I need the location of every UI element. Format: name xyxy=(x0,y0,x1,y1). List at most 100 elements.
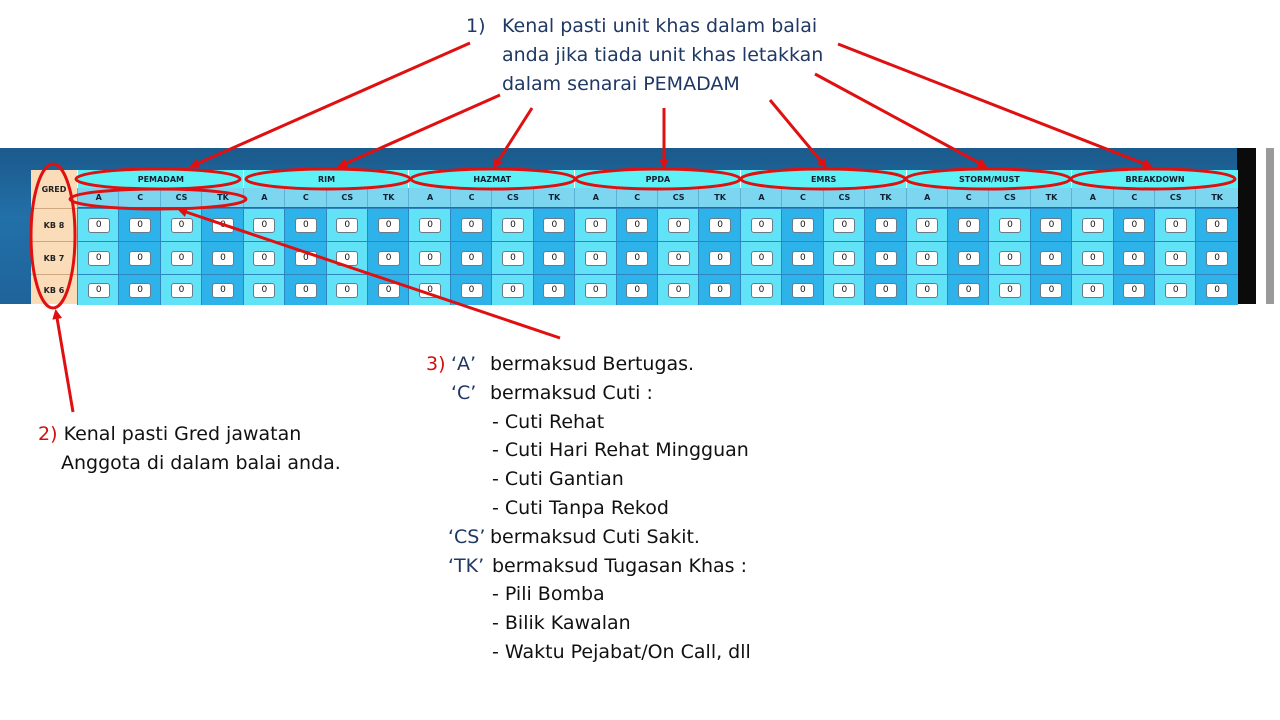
count-input[interactable]: 0 xyxy=(709,218,732,233)
grid-cell: 0 xyxy=(698,274,741,305)
count-input[interactable]: 0 xyxy=(750,218,773,233)
count-input[interactable]: 0 xyxy=(584,251,607,266)
subcol-header-cs: CS xyxy=(822,188,866,207)
count-input[interactable]: 0 xyxy=(874,218,897,233)
count-input[interactable]: 0 xyxy=(1164,251,1187,266)
count-input[interactable]: 0 xyxy=(170,282,193,298)
count-input[interactable]: 0 xyxy=(667,282,690,298)
count-input[interactable]: 0 xyxy=(1081,282,1104,298)
legend-text-cs: bermaksud Cuti Sakit. xyxy=(490,525,700,548)
count-input[interactable]: 0 xyxy=(1123,282,1146,298)
count-input[interactable]: 0 xyxy=(170,251,193,266)
grid-cell: 0 xyxy=(532,241,576,275)
count-input[interactable]: 0 xyxy=(957,218,980,233)
count-input[interactable]: 0 xyxy=(916,251,939,266)
count-input[interactable]: 0 xyxy=(626,218,649,233)
count-input[interactable]: 0 xyxy=(833,282,856,298)
unit-storm-must: STORM/MUST A 0 0 0 C 0 0 0 CS 0 0 0 TK 0 0 0 xyxy=(905,170,1073,305)
subcol-header-tk: TK xyxy=(864,188,907,207)
count-input[interactable]: 0 xyxy=(584,218,607,233)
count-input[interactable]: 0 xyxy=(1164,282,1187,298)
highlight-gred xyxy=(29,162,77,310)
grid-cell: 0 xyxy=(946,208,990,242)
count-input[interactable]: 0 xyxy=(87,251,110,266)
count-input[interactable]: 0 xyxy=(626,251,649,266)
grid-cell: 0 xyxy=(1112,208,1156,242)
count-input[interactable]: 0 xyxy=(957,282,980,298)
count-input[interactable]: 0 xyxy=(419,218,442,233)
count-input[interactable]: 0 xyxy=(294,282,317,298)
count-input[interactable]: 0 xyxy=(460,218,483,233)
count-input[interactable]: 0 xyxy=(791,251,814,266)
count-input[interactable]: 0 xyxy=(419,251,442,266)
arrow-pemadam xyxy=(189,41,471,168)
count-input[interactable]: 0 xyxy=(999,218,1022,233)
count-input[interactable]: 0 xyxy=(667,218,690,233)
count-input[interactable]: 0 xyxy=(129,251,152,266)
count-input[interactable]: 0 xyxy=(1081,251,1104,266)
count-input[interactable]: 0 xyxy=(87,218,110,233)
count-input[interactable]: 0 xyxy=(501,251,524,266)
count-input[interactable]: 0 xyxy=(253,282,276,298)
count-input[interactable]: 0 xyxy=(999,282,1022,298)
count-input[interactable]: 0 xyxy=(377,218,400,233)
count-input[interactable]: 0 xyxy=(129,282,152,298)
count-input[interactable]: 0 xyxy=(916,282,939,298)
count-input[interactable]: 0 xyxy=(253,218,276,233)
count-input[interactable]: 0 xyxy=(1040,282,1063,298)
count-input[interactable]: 0 xyxy=(460,282,483,298)
subcol-header-c: C xyxy=(946,188,990,207)
count-input[interactable]: 0 xyxy=(874,251,897,266)
count-input[interactable]: 0 xyxy=(501,282,524,298)
count-input[interactable]: 0 xyxy=(1081,218,1104,233)
grid-cell: 0 xyxy=(491,241,534,275)
count-input[interactable]: 0 xyxy=(377,251,400,266)
count-input[interactable]: 0 xyxy=(543,251,566,266)
count-input[interactable]: 0 xyxy=(377,282,400,298)
count-input[interactable]: 0 xyxy=(874,282,897,298)
arrow-rim xyxy=(337,93,501,168)
grid-cell: 0 xyxy=(739,274,783,305)
count-input[interactable]: 0 xyxy=(460,251,483,266)
grid-cell: 0 xyxy=(574,274,617,305)
count-input[interactable]: 0 xyxy=(294,218,317,233)
subcol-header-tk: TK xyxy=(698,188,741,207)
count-input[interactable]: 0 xyxy=(916,218,939,233)
count-input[interactable]: 0 xyxy=(833,218,856,233)
count-input[interactable]: 0 xyxy=(709,251,732,266)
count-input[interactable]: 0 xyxy=(709,282,732,298)
count-input[interactable]: 0 xyxy=(1206,218,1229,233)
count-input[interactable]: 0 xyxy=(501,218,524,233)
count-input[interactable]: 0 xyxy=(336,218,359,233)
grid-cell: 0 xyxy=(739,241,783,275)
count-input[interactable]: 0 xyxy=(750,282,773,298)
count-input[interactable]: 0 xyxy=(1040,251,1063,266)
count-input[interactable]: 0 xyxy=(833,251,856,266)
count-input[interactable]: 0 xyxy=(584,282,607,298)
count-input[interactable]: 0 xyxy=(957,251,980,266)
count-input[interactable]: 0 xyxy=(336,282,359,298)
count-input[interactable]: 0 xyxy=(1123,218,1146,233)
count-input[interactable]: 0 xyxy=(543,282,566,298)
count-input[interactable]: 0 xyxy=(543,218,566,233)
count-input[interactable]: 0 xyxy=(211,251,234,266)
count-input[interactable]: 0 xyxy=(667,251,690,266)
count-input[interactable]: 0 xyxy=(626,282,649,298)
count-input[interactable]: 0 xyxy=(999,251,1022,266)
count-input[interactable]: 0 xyxy=(1164,218,1187,233)
count-input[interactable]: 0 xyxy=(791,282,814,298)
count-input[interactable]: 0 xyxy=(129,218,152,233)
scrollbar[interactable] xyxy=(1266,148,1274,304)
legend-cs: ‘CS’ bermaksud Cuti Sakit. xyxy=(426,523,751,552)
grid-cell: 0 xyxy=(408,241,451,275)
count-input[interactable]: 0 xyxy=(1040,218,1063,233)
count-input[interactable]: 0 xyxy=(253,251,276,266)
count-input[interactable]: 0 xyxy=(87,282,110,298)
count-input[interactable]: 0 xyxy=(1206,251,1229,266)
count-input[interactable]: 0 xyxy=(1206,282,1229,298)
count-input[interactable]: 0 xyxy=(791,218,814,233)
count-input[interactable]: 0 xyxy=(170,218,193,233)
count-input[interactable]: 0 xyxy=(750,251,773,266)
count-input[interactable]: 0 xyxy=(1123,251,1146,266)
count-input[interactable]: 0 xyxy=(211,282,234,298)
